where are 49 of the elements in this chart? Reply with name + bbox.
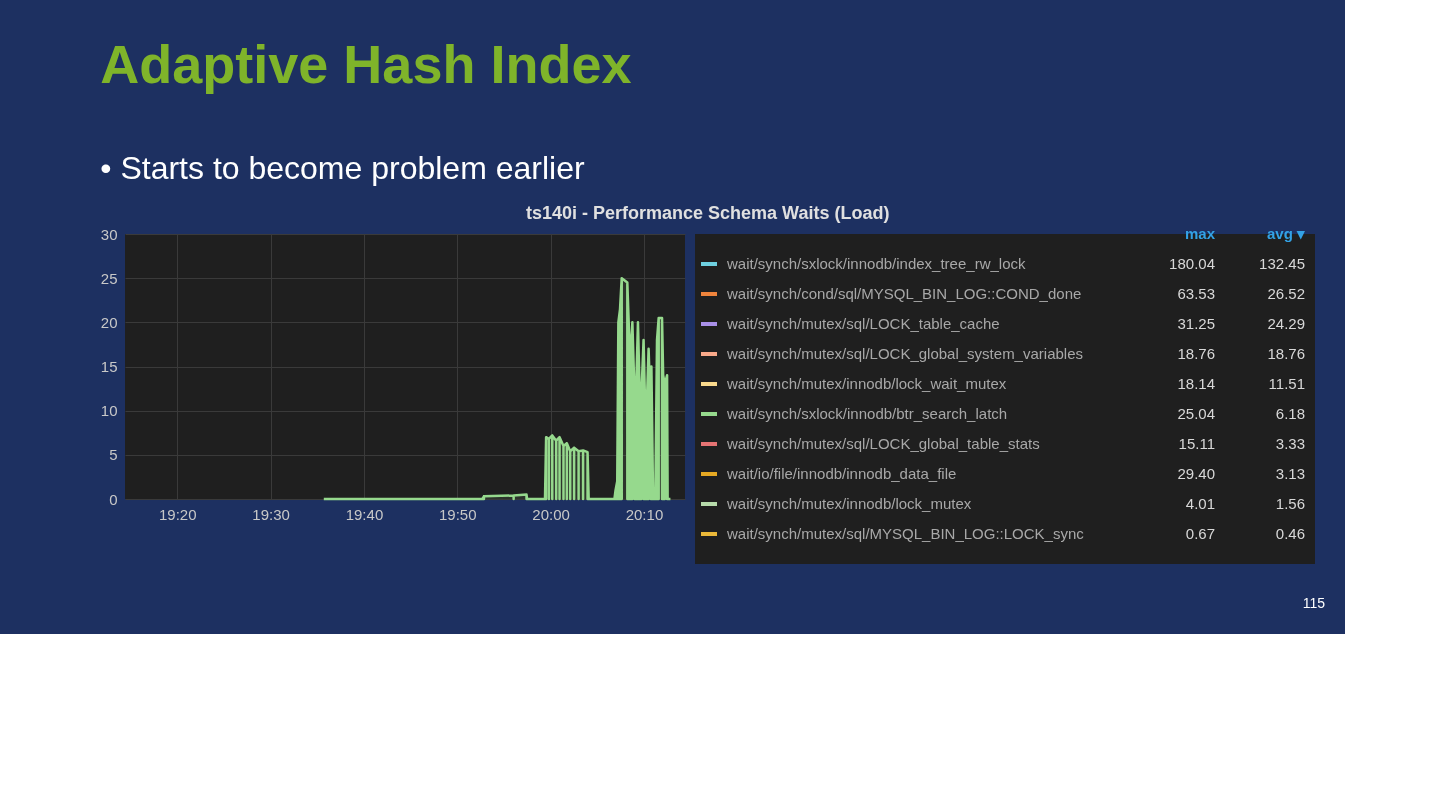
text: 180.04 [1169, 255, 1215, 272]
y-tick-label: 5 [109, 446, 118, 464]
legend-label: wait/synch/mutex/sql/LOCK_global_table_stats [726, 435, 1040, 452]
chart-subtitle: • Starts to become problem earlier [100, 150, 585, 186]
legend-label: wait/synch/mutex/innodb/lock_mutex [726, 495, 972, 512]
text: 18.14 [1177, 375, 1215, 392]
text: 3.13 [1275, 465, 1305, 482]
y-tick-label: 10 [100, 402, 118, 420]
legend-label: wait/synch/mutex/sql/MYSQL_BIN_LOG::LOCK_sync [726, 525, 1085, 542]
x-tick-label: 19:40 [345, 505, 384, 523]
text: 132.45 [1259, 255, 1305, 272]
y-tick-label: 25 [100, 269, 118, 287]
y-tick-label: 20 [100, 313, 118, 331]
x-tick-label: 19:30 [252, 505, 290, 523]
text: 29.40 [1177, 465, 1215, 482]
text: 3.33 [1275, 435, 1305, 452]
text: 15.11 [1178, 435, 1215, 452]
text: 63.53 [1177, 285, 1215, 302]
y-tick-label: 15 [100, 358, 118, 375]
x-tick-label: 20:10 [625, 505, 664, 523]
text: 25.04 [1177, 405, 1215, 422]
legend-label: wait/synch/mutex/innodb/lock_wait_mutex [726, 375, 1007, 392]
y-tick-label: 30 [100, 225, 118, 243]
legend-label: wait/synch/sxlock/innodb/index_tree_rw_lock [726, 255, 1026, 272]
x-tick-label: 19:50 [438, 505, 477, 523]
text: 6.18 [1275, 405, 1305, 422]
text: avg ▾ [1266, 225, 1305, 242]
text: 11.51 [1268, 375, 1305, 392]
legend-label: wait/synch/sxlock/innodb/btr_search_latch [726, 405, 1008, 422]
legend-label: wait/io/file/innodb/innodb_data_file [726, 465, 957, 482]
legend-label: wait/synch/mutex/sql/LOCK_table_cache [726, 315, 1000, 332]
text: 18.76 [1177, 345, 1215, 362]
y-tick-label: 0 [109, 490, 118, 508]
text: 115 [1302, 595, 1326, 611]
text: max [1184, 225, 1216, 242]
legend-label: wait/synch/mutex/sql/LOCK_global_system_variables [726, 345, 1083, 362]
text: 1.56 [1275, 495, 1305, 512]
text: 18.76 [1267, 345, 1305, 362]
text: 0.46 [1275, 525, 1305, 542]
text: 0.67 [1185, 525, 1215, 542]
text: 24.29 [1267, 315, 1305, 332]
x-tick-label: 19:20 [158, 505, 197, 523]
text: 26.52 [1267, 285, 1305, 302]
chart-title: Adaptive Hash Index [100, 34, 632, 94]
text: ts140i - Performance Schema Waits (Load) [525, 203, 890, 223]
text: 31.25 [1177, 315, 1215, 332]
x-tick-label: 20:00 [532, 505, 570, 523]
text: 4.01 [1185, 495, 1215, 512]
legend-label: wait/synch/cond/sql/MYSQL_BIN_LOG::COND_done [726, 285, 1082, 302]
